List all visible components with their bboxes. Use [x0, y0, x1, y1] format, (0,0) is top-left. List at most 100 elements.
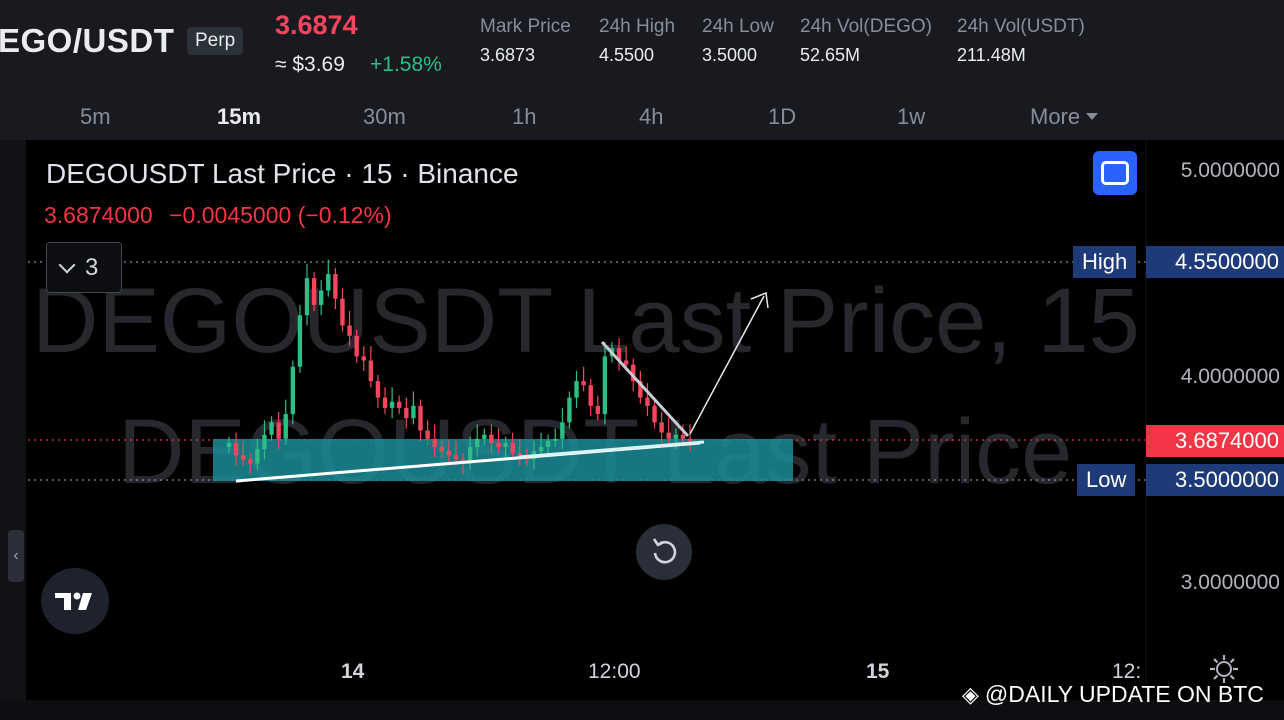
tradingview-logo-icon [55, 592, 92, 610]
candle-body [560, 422, 565, 439]
candle-body [283, 414, 288, 439]
candle-body [361, 356, 366, 361]
candle-body [545, 440, 551, 448]
reset-chart-button[interactable] [636, 524, 692, 580]
stat-label-24h-high: 24h High [599, 16, 676, 37]
legend-title: DEGOUSDT Last Price · 15 · Binance [46, 158, 519, 189]
tab-1h[interactable]: 1h [512, 104, 537, 129]
candle-body [588, 385, 593, 406]
candle-body [680, 434, 686, 439]
candle-body [538, 447, 544, 452]
tab-1w[interactable]: 1w [897, 104, 926, 129]
candle-body [326, 274, 331, 291]
collapse-icon[interactable]: ‹ [8, 530, 24, 582]
arrow-head-icon [750, 291, 769, 309]
candle-body [659, 422, 664, 433]
candle-body [226, 442, 232, 448]
stat-value-24h-low: 3.5000 [702, 45, 758, 65]
candle-body [290, 366, 296, 415]
fullscreen-button[interactable] [1093, 151, 1137, 195]
candle-body [623, 360, 629, 365]
pair-symbol[interactable]: EGO/USDT [0, 22, 175, 59]
candle-body [567, 397, 572, 423]
candle-body [652, 405, 657, 423]
candle-body [411, 405, 416, 419]
stat-value-24h-vol-usdt: 211.48M [957, 45, 1026, 65]
credit-watermark: ◈ @DAILY UPDATE ON BTC [962, 681, 1264, 708]
candle-body [347, 325, 352, 336]
chart-area[interactable]: ‹ DEGOUSDT Last Price, 15 DEGOUSDT Last … [0, 140, 1284, 720]
candle-body [631, 364, 636, 382]
time-axis-tick: 14 [341, 660, 365, 683]
stat-label-mark-price: Mark Price [480, 16, 571, 37]
candle-body [425, 430, 430, 439]
time-axis-tick: 12: [1112, 660, 1142, 683]
candle-body [595, 405, 600, 415]
candle-body [673, 434, 679, 439]
candle-body [482, 434, 487, 439]
time-axis-tick: 15 [866, 660, 890, 683]
tab-5m[interactable]: 5m [80, 104, 111, 129]
fullscreen-icon [1101, 161, 1129, 185]
candle-body [432, 438, 437, 448]
indicator-toggle-button[interactable]: 3 [46, 242, 122, 293]
chart-watermark-line1: DEGOUSDT Last Price, 15 [32, 270, 1140, 372]
legend-change: −0.0045000 (−0.12%) [169, 202, 392, 228]
candle-body [446, 451, 452, 456]
current-price-tag: 3.6874000 [1146, 425, 1284, 457]
candle-body [666, 432, 671, 439]
low-label: Low [1077, 464, 1136, 496]
candle-body [340, 298, 345, 326]
tab-1d[interactable]: 1D [768, 104, 797, 129]
tab-4h[interactable]: 4h [639, 104, 664, 129]
credit-text: @DAILY UPDATE ON BTC [984, 681, 1264, 707]
candle-body [311, 278, 317, 305]
tab-more-label: More [1030, 104, 1081, 129]
high-label: High [1073, 246, 1137, 278]
descending-trendline [600, 340, 690, 438]
candle-body [687, 438, 693, 441]
tab-15m[interactable]: 15m [217, 104, 262, 129]
candlesticks [226, 259, 693, 474]
tradingview-logo[interactable] [41, 568, 109, 634]
projection-arrow [689, 295, 765, 435]
candle-body [517, 453, 522, 456]
candle-body [616, 348, 622, 361]
candle-body [262, 434, 267, 450]
price-axis-tick: 5.0000000 [1180, 159, 1280, 182]
stat-label-24h-vol-dego: 24h Vol(DEGO) [800, 16, 932, 37]
candle-body [240, 455, 246, 460]
price-change-percent: +1.58% [370, 53, 442, 76]
candle-body [602, 356, 608, 415]
candle-body [297, 315, 303, 367]
stat-value-mark-price: 3.6873 [480, 45, 536, 65]
legend-values: 3.6874000 −0.0045000 (−0.12%) [44, 202, 402, 229]
price-chart[interactable]: DEGOUSDT Last Price, 15 DEGOUSDT Last Pr… [0, 140, 1284, 720]
binance-diamond-icon: ◈ [962, 682, 979, 707]
tab-30m[interactable]: 30m [363, 104, 406, 129]
interval-tabs: 5m 15m 30m 1h 4h 1D 1w More [0, 96, 1284, 140]
tab-more[interactable]: More [1030, 104, 1099, 130]
left-toolbar-strip [0, 140, 26, 720]
perp-badge: Perp [187, 27, 244, 55]
high-price-tag: 4.5500000 [1146, 246, 1284, 278]
settings-gear-icon[interactable] [1208, 653, 1240, 685]
stat-value-24h-high: 4.5500 [599, 45, 655, 65]
candle-body [397, 401, 402, 408]
candle-body [255, 449, 260, 464]
candle-body [467, 447, 473, 464]
price-axis-tick: 3.0000000 [1180, 571, 1280, 594]
bottom-bar [0, 700, 1284, 720]
legend-price: 3.6874000 [44, 202, 153, 228]
candle-body [319, 290, 324, 305]
candle-body [248, 459, 253, 464]
caret-down-icon [1086, 113, 1099, 120]
candle-body [233, 442, 239, 456]
time-axis-tick: 12:00 [588, 660, 641, 683]
ascending-trendline-2 [518, 440, 705, 459]
low-price-tag: 3.5000000 [1146, 464, 1284, 496]
candle-body [553, 438, 558, 441]
candle-body [496, 442, 501, 448]
stat-label-24h-low: 24h Low [702, 16, 774, 37]
candle-body [574, 381, 579, 398]
